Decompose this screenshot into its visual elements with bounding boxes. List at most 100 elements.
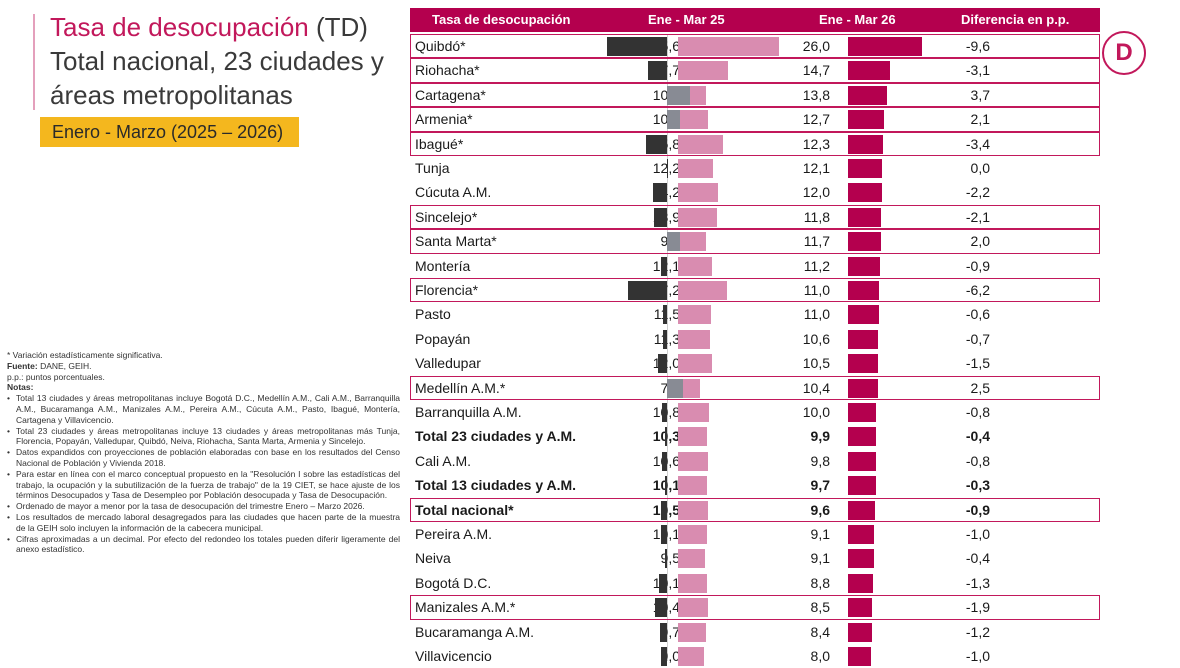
table-row: Total 13 ciudades y A.M. 10,1 9,7 -0,3 [410,473,1100,497]
value-diff: -0,8 [965,404,990,420]
note-item: Ordenado de mayor a menor por la tasa de… [7,501,400,512]
logo-letter: D [1115,39,1133,66]
value-2025: 10,3 [610,424,680,448]
title-accent-line [33,14,35,110]
bar-2026 [848,403,877,422]
table-row: Total nacional* 10,5 9,6 -0,9 [410,497,1100,522]
value-diff: -6,2 [965,282,990,298]
bar-2025 [678,451,709,471]
value-2025: 10,1 [610,571,680,595]
value-diff: -0,6 [965,306,990,323]
notes-heading: Notas: [7,382,34,393]
city-label: Total 23 ciudades y A.M. [415,428,577,445]
bar-diff [657,354,667,374]
table-row: Armenia*10,612,72,1 [410,107,1100,132]
value-2026: 9,8 [810,452,830,469]
value-2026: 9,7 [810,477,830,494]
bar-diff [667,85,691,105]
note-source: Fuente: DANE, GEIH. [7,361,400,372]
bar-2026 [848,549,874,569]
value-diff: -0,9 [965,501,990,518]
bar-2026 [848,378,878,398]
value-2026: 12,0 [802,184,830,201]
value-2026: 14,7 [802,62,830,79]
bar-2025 [678,183,719,203]
value-2025: 14,2 [610,180,680,204]
table-row: Sincelejo* 13,9 11,8 -2,1 [410,204,1100,230]
bar-2025 [678,647,704,666]
bar-diff [667,232,680,252]
bar-diff [665,476,667,496]
city-label: Medellín A.M.* [415,379,506,396]
value-diff: 2,5 [970,379,990,396]
bar-2025 [678,159,713,178]
bar-2026 [848,207,882,227]
bar-2025 [678,525,707,544]
city-label: Tunja [415,160,450,176]
bar-2025 [678,134,723,154]
table-row: Villavicencio 9,0 8,0 -1,0 [410,644,1100,668]
bar-2026 [848,134,883,154]
note-item: Los resultados de mercado laboral desagr… [7,512,400,534]
city-label: Riohacha* [415,62,480,79]
note-pp: p.p.: puntos porcentuales. [7,371,105,382]
header-2025: Ene - Mar 25 [648,12,725,27]
note-item: Total 23 ciudades y áreas metropolitanas… [7,426,400,448]
bar-2025 [678,403,709,422]
value-diff: 3,7 [970,86,990,103]
bar-2025 [678,598,708,618]
value-2025: 9,5 [660,550,680,567]
value-2026: 9,6 [810,501,830,518]
table-row: Florencia*17,211,0-6,2 [410,278,1100,303]
city-label: Popayán [415,330,471,347]
value-2026: 8,5 [810,599,830,616]
table-row: Barranquilla A.M. 10,8 10,0 -0,8 [410,400,1100,424]
bar-2026 [848,85,888,105]
bar-diff [667,159,668,178]
bar-2025 [678,549,705,569]
value-diff: -0,4 [965,550,990,567]
title-line1-main: Tasa de desocupación [50,12,309,42]
value-diff: -1,0 [965,526,990,542]
table-row: Cúcuta A.M. 14,2 12,0 -2,2 [410,180,1100,204]
value-2026: 11,8 [803,208,830,225]
city-label: Bucaramanga A.M. [415,623,535,640]
bar-2026 [848,329,879,349]
bar-diff [664,549,667,569]
value-2026: 11,0 [803,282,830,298]
bar-diff [653,207,667,227]
value-diff: -0,9 [965,257,990,274]
bar-2025 [678,232,706,252]
value-2026: 8,0 [810,648,830,664]
value-2026: 12,7 [802,111,830,128]
city-label: Pasto [415,306,451,323]
city-label: Sincelejo* [415,208,478,225]
value-2026: 8,4 [810,623,830,640]
value-diff: -3,4 [965,135,990,152]
city-label: Quibdó* [415,38,466,54]
bar-diff [662,329,667,349]
city-label: Neiva [415,550,451,567]
value-2026: 12,3 [802,135,830,152]
city-label: Valledupar [415,355,481,372]
table-row: Medellín A.M.*7,910,42,5 [410,375,1100,400]
value-2026: 8,8 [810,574,830,591]
value-diff: 0,0 [970,160,990,176]
value-2025: 13,9 [610,205,680,229]
bar-2026 [848,476,876,496]
city-label: Total nacional* [415,501,514,518]
bar-2026 [848,37,922,56]
bar-diff [667,110,681,130]
header-diff: Diferencia en p.p. [961,12,1070,27]
bar-diff [664,427,667,447]
table-row: Quibdó*35,626,0-9,6 [410,34,1100,59]
bar-2025 [678,427,708,447]
note-item: Para estar en línea con el marco concept… [7,469,400,501]
notes-list: Total 13 ciudades y áreas metropolitanas… [7,393,400,555]
table-row: Neiva 9,5 9,1 -0,4 [410,546,1100,570]
value-2026: 10,4 [802,379,830,396]
table-row: Pereira A.M. 10,1 9,1 -1,0 [410,522,1100,546]
table-header: Tasa de desocupación Ene - Mar 25 Ene - … [410,8,1100,32]
bar-2026 [848,183,883,203]
value-2025: 11,5 [610,302,680,326]
